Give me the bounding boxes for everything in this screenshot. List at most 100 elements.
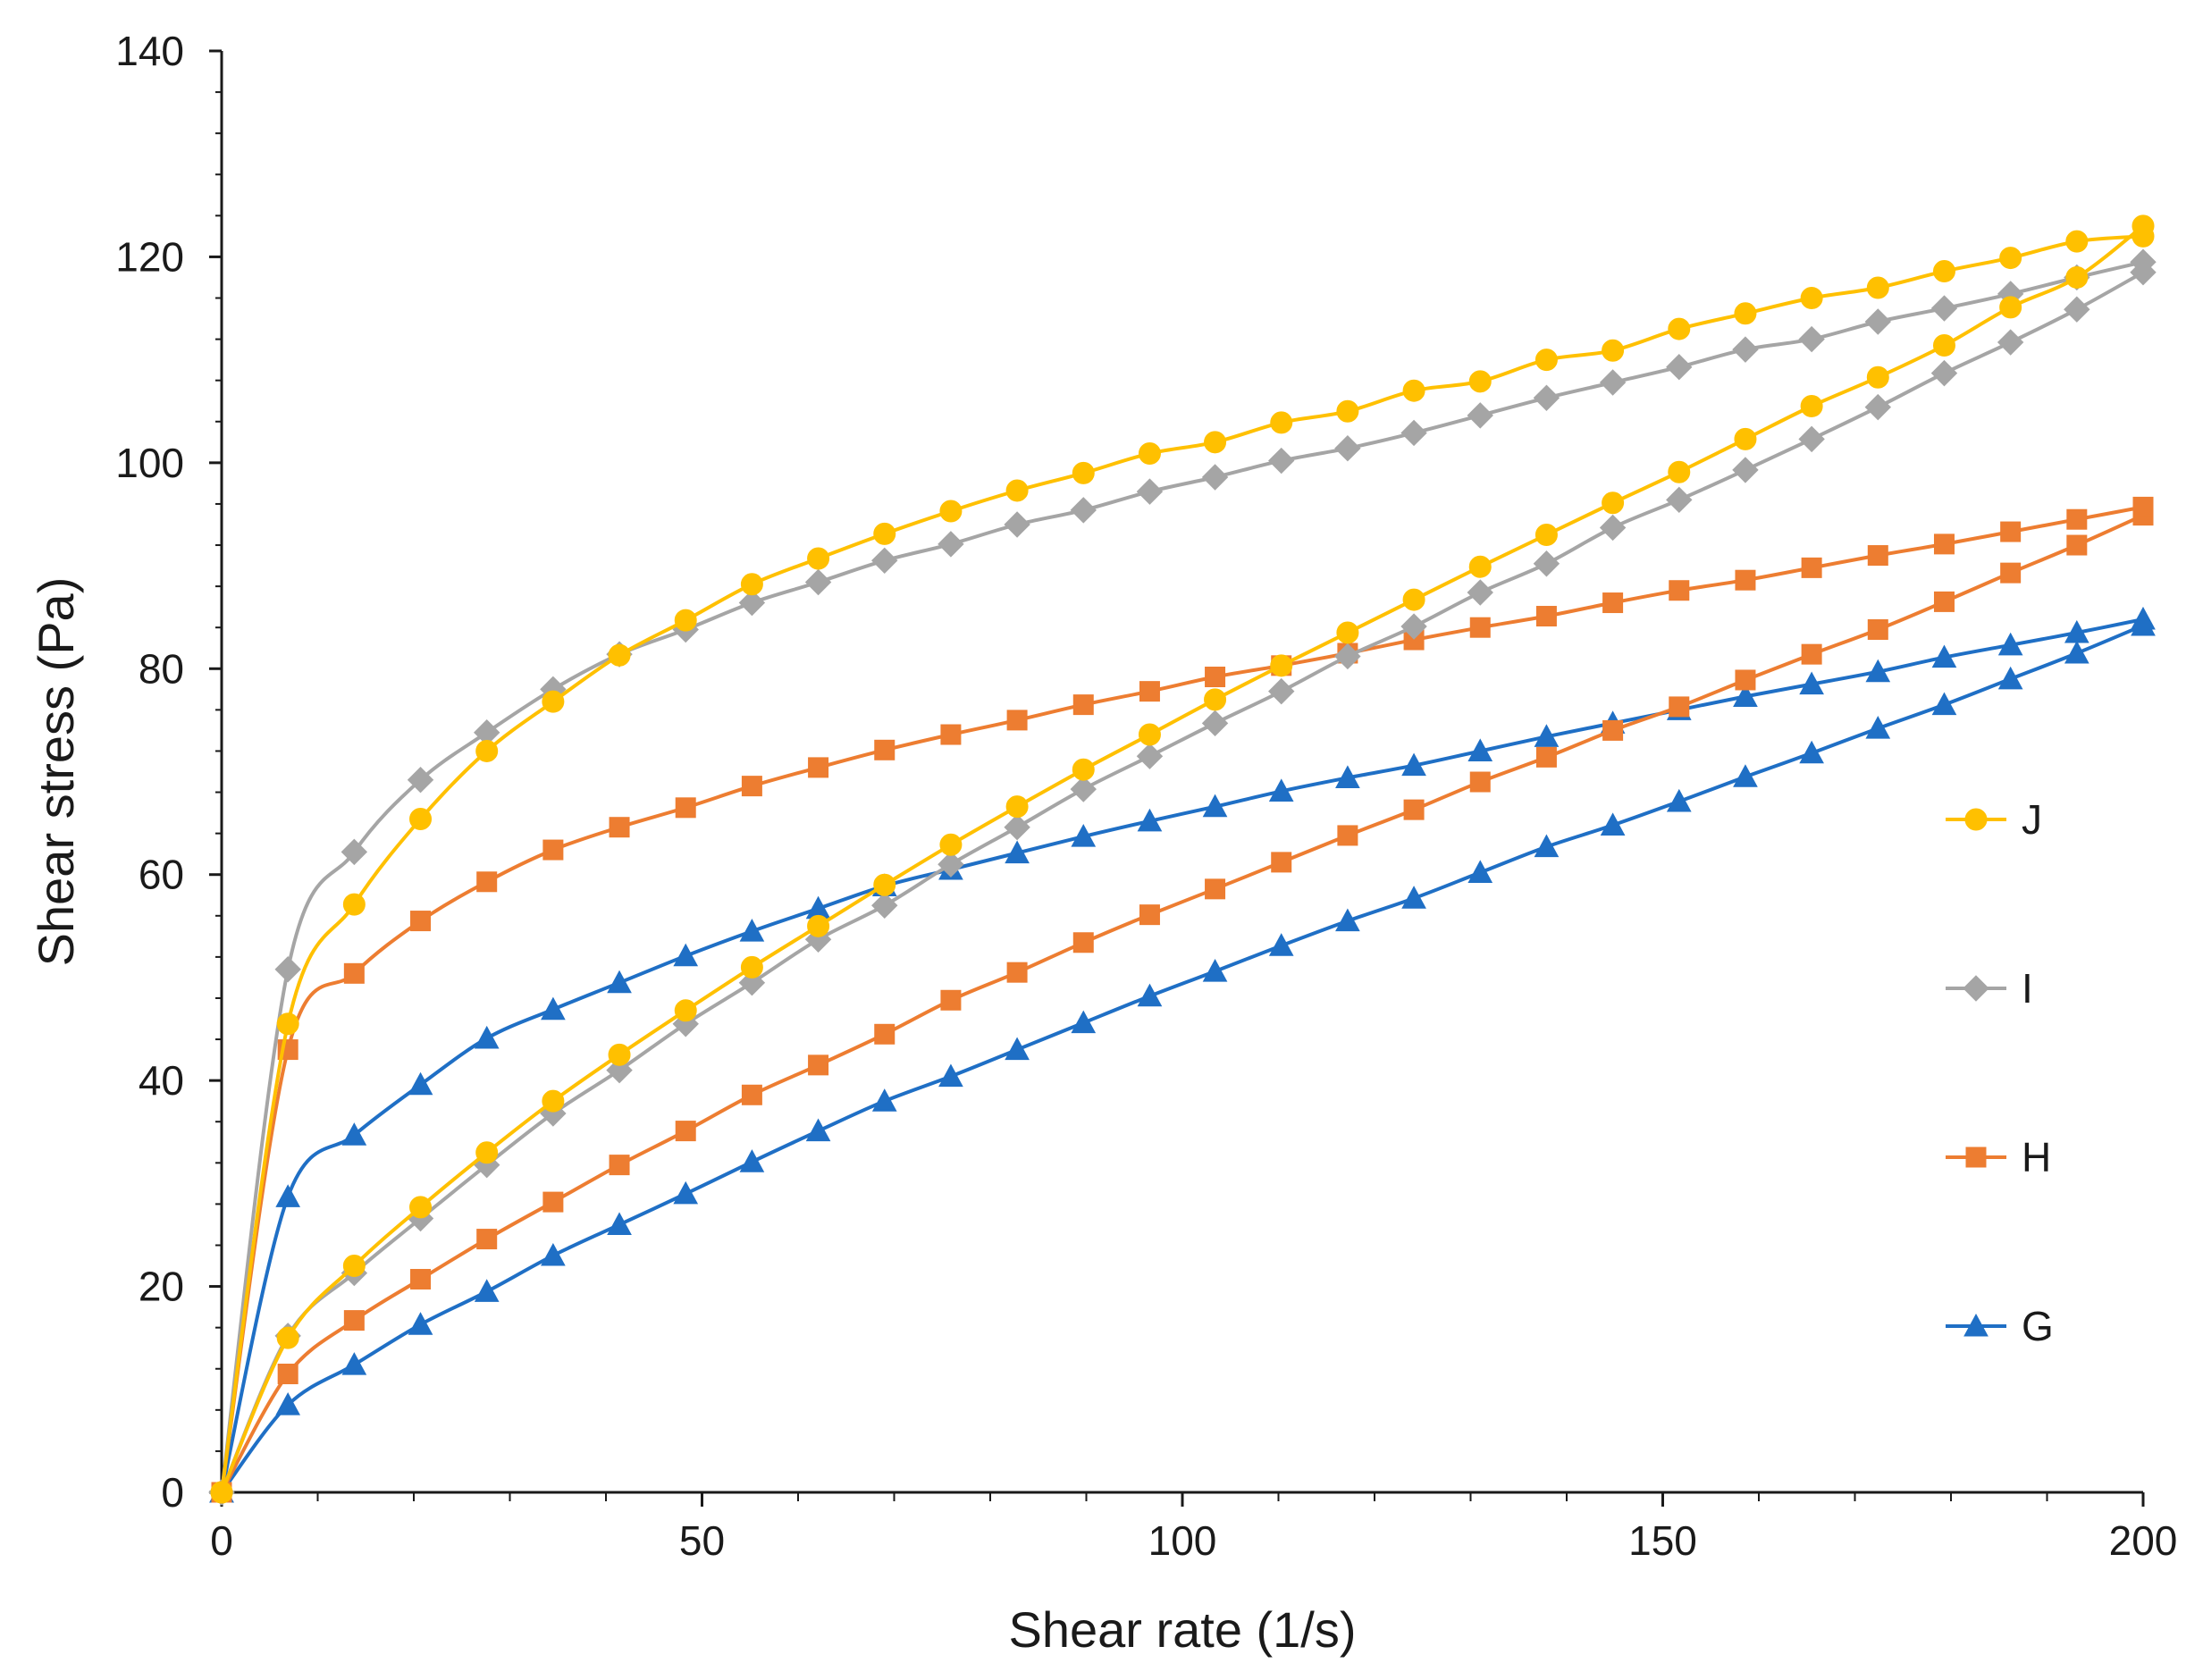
series-G-point xyxy=(1335,908,1360,932)
y-tick-label: 100 xyxy=(115,440,184,486)
series-G-down-line xyxy=(220,617,2145,1494)
series-G-point xyxy=(1931,644,1957,668)
series-I-point xyxy=(1201,710,1229,737)
series-layer xyxy=(208,214,2157,1506)
series-G-point xyxy=(1865,659,1891,683)
series-G-point xyxy=(1733,764,1758,787)
series-H-point xyxy=(2066,508,2088,530)
series-H-point xyxy=(343,962,365,984)
x-tick-label: 200 xyxy=(2109,1517,2178,1564)
series-I-point xyxy=(1467,579,1493,606)
series-G-point xyxy=(1733,684,1758,707)
series-J-point xyxy=(608,1043,631,1066)
series-J-point xyxy=(409,807,433,830)
legend: J I H G xyxy=(1946,796,2054,1349)
legend-label: I xyxy=(2022,965,2033,1012)
series-H-point xyxy=(542,1191,564,1213)
legend-item-G: G xyxy=(1946,1303,2054,1349)
series-H-point xyxy=(1933,533,1955,555)
series-J-point xyxy=(1270,654,1293,677)
series-I-point xyxy=(1070,776,1097,802)
series-H-point xyxy=(741,1084,762,1105)
series-H-point xyxy=(808,1054,829,1076)
series-I-point xyxy=(407,767,434,794)
series-G-point xyxy=(408,1071,433,1096)
legend-marker-circle xyxy=(1964,808,1988,831)
series-G-point xyxy=(1137,983,1163,1007)
series-I-point xyxy=(1268,677,1295,705)
series-G-point xyxy=(474,1025,500,1049)
series-J-point xyxy=(1402,379,1425,402)
series-I-point xyxy=(938,531,964,558)
series-H-point xyxy=(1867,619,1888,641)
series-H-point xyxy=(1535,606,1557,627)
series-I-point xyxy=(1004,511,1030,538)
series-G-point xyxy=(1335,765,1360,788)
series-J-point xyxy=(276,1326,299,1349)
series-J-point xyxy=(1204,688,1227,711)
series-J-point xyxy=(939,500,963,523)
series-J-point xyxy=(342,1255,366,1278)
legend-label: J xyxy=(2022,796,2042,843)
series-J-point xyxy=(873,522,896,545)
series-J-point xyxy=(939,833,963,856)
series-I-point xyxy=(1864,393,1892,421)
series-I-point xyxy=(871,892,898,919)
series-G-point xyxy=(739,919,765,942)
series-G-point xyxy=(739,1149,765,1172)
series-J-point xyxy=(674,999,697,1022)
series-H-point xyxy=(1735,669,1756,691)
series-G-point xyxy=(341,1122,367,1146)
series-H-point xyxy=(1337,825,1358,846)
series-H-point xyxy=(410,1269,432,1290)
series-H-point xyxy=(874,739,895,760)
series-G-point xyxy=(341,1352,367,1375)
legend-item-I: I xyxy=(1946,965,2033,1012)
series-G-point xyxy=(1005,1037,1030,1061)
series-J-point xyxy=(542,1089,565,1113)
series-H-point xyxy=(1669,580,1690,601)
series-J-point xyxy=(1866,276,1889,299)
series-H-point xyxy=(2000,562,2022,584)
series-J-point xyxy=(1072,758,1095,781)
y-tick-label: 0 xyxy=(161,1469,184,1516)
series-H-point xyxy=(741,776,762,797)
series-H-point xyxy=(1205,667,1226,688)
series-J-point xyxy=(1468,555,1492,578)
series-H-point xyxy=(1602,719,1624,741)
series-I-point xyxy=(1864,308,1892,335)
series-G xyxy=(209,606,2156,1503)
series-H-point xyxy=(542,839,564,861)
series-G-point xyxy=(871,1088,897,1112)
x-tick-label: 150 xyxy=(1628,1517,1697,1564)
series-G-point xyxy=(1534,834,1560,858)
series-J-point xyxy=(1270,411,1293,434)
series-H-point xyxy=(1867,545,1888,567)
series-J-point xyxy=(608,643,631,667)
series-H-point xyxy=(609,817,630,838)
series-J-point xyxy=(1138,441,1161,465)
series-I-point xyxy=(1666,486,1693,514)
series-J-point xyxy=(1668,460,1691,483)
series-J-point xyxy=(873,873,896,896)
series-G-point xyxy=(2064,619,2089,643)
series-G-point xyxy=(673,943,699,967)
series-J-point xyxy=(1932,334,1955,357)
series-J-point xyxy=(1336,621,1359,644)
series-I-point xyxy=(1334,435,1361,462)
series-I-up-line xyxy=(220,270,2145,1494)
series-I-point xyxy=(1467,402,1493,429)
series-G-point xyxy=(1666,788,1692,812)
series-H-point xyxy=(2000,521,2022,542)
series-H-point xyxy=(1535,746,1557,768)
series-I-point xyxy=(1599,514,1627,542)
series-H-point xyxy=(1801,643,1822,665)
series-J-point xyxy=(1005,479,1029,502)
legend-marker-square xyxy=(1965,1147,1987,1168)
series-H-point xyxy=(343,1310,365,1331)
x-tick-label: 50 xyxy=(679,1517,725,1564)
series-I-point xyxy=(1930,295,1958,322)
series-I-point xyxy=(1732,336,1759,363)
legend-marker-diamond xyxy=(1963,975,1989,1002)
